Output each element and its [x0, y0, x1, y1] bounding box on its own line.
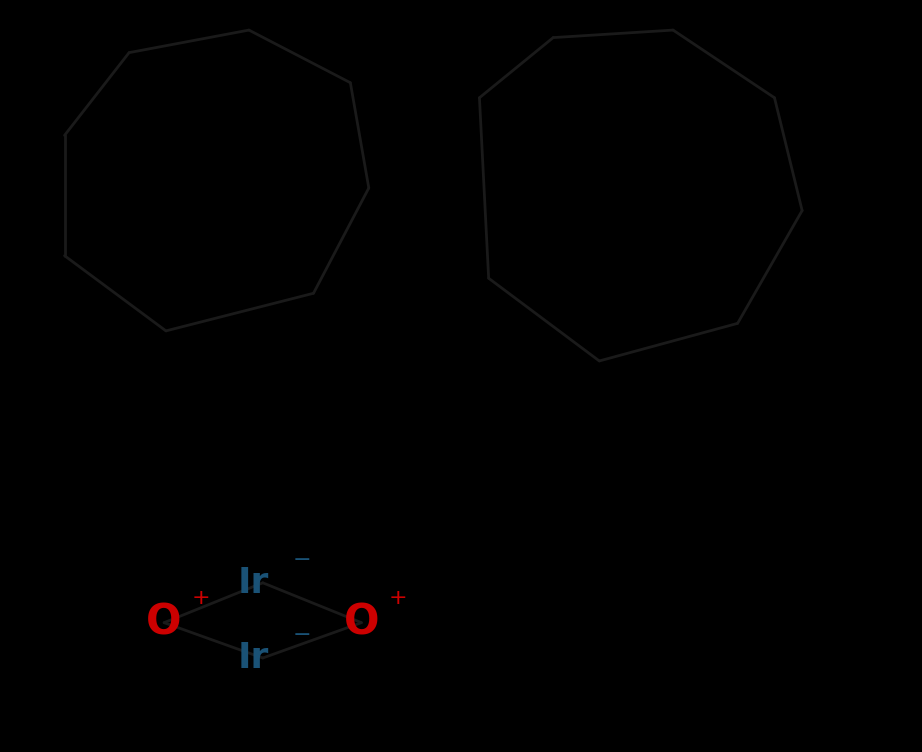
- Text: O: O: [147, 602, 182, 644]
- Text: O: O: [344, 602, 379, 644]
- Text: +: +: [192, 588, 210, 608]
- Text: −: −: [292, 626, 311, 645]
- Text: −: −: [292, 550, 311, 570]
- Text: +: +: [389, 588, 408, 608]
- Text: Ir: Ir: [238, 641, 269, 675]
- Text: Ir: Ir: [238, 566, 269, 600]
